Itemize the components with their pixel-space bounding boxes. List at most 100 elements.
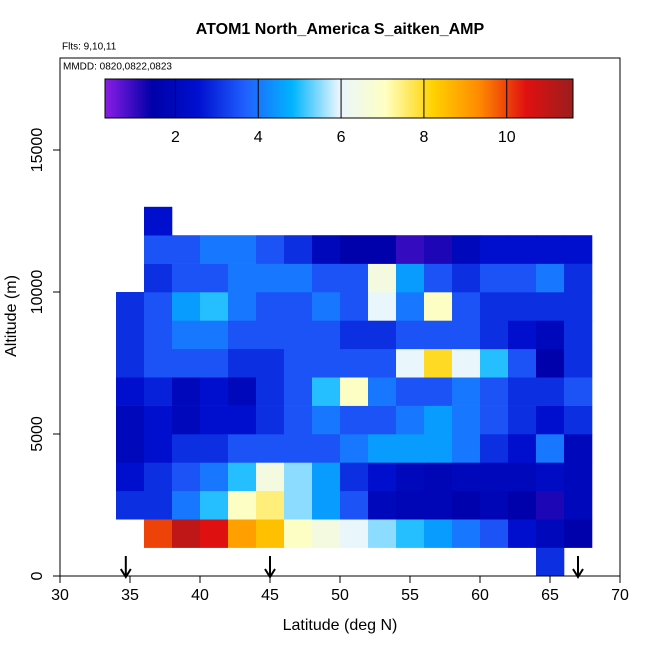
heat-cell — [396, 292, 425, 321]
heat-cell — [480, 377, 509, 406]
x-tick-label: 35 — [121, 587, 139, 604]
arrow — [572, 556, 584, 579]
heat-cell — [312, 434, 341, 463]
heat-cell — [480, 462, 509, 492]
heat-cell — [424, 519, 453, 548]
heat-cell — [508, 263, 537, 293]
colorbar-tick-label: 4 — [254, 129, 263, 146]
heat-cell — [312, 377, 341, 406]
heat-cell — [396, 519, 425, 548]
heat-cell — [172, 263, 201, 293]
x-axis-label: Latitude (deg N) — [283, 617, 398, 634]
heat-cell — [396, 490, 425, 520]
heat-cell — [564, 405, 593, 435]
heat-cell — [312, 263, 341, 293]
x-tick-label: 60 — [471, 587, 489, 604]
heat-cell — [368, 292, 397, 321]
heat-cell — [424, 348, 453, 378]
heat-cell — [312, 320, 341, 350]
heat-cell — [284, 462, 313, 492]
heat-cell — [284, 377, 313, 406]
heat-cell — [228, 263, 257, 293]
heat-cell — [340, 377, 369, 406]
heat-cell — [256, 434, 285, 463]
heat-cell — [396, 320, 425, 350]
heat-cell — [396, 462, 425, 492]
heat-cell — [536, 320, 565, 350]
arrow — [119, 556, 132, 579]
heat-cell — [452, 462, 481, 492]
arrow — [264, 556, 276, 579]
x-tick-label: 55 — [401, 587, 419, 604]
heat-cell — [480, 490, 509, 520]
heat-cell — [172, 348, 201, 378]
colorbar-tick-label: 2 — [171, 129, 180, 146]
heat-cell — [452, 292, 481, 321]
heat-cell — [508, 519, 537, 548]
heat-cell — [144, 490, 173, 520]
heat-cell — [284, 405, 313, 435]
y-tick-label: 0 — [29, 571, 46, 580]
heat-cell — [508, 462, 537, 492]
heat-cell — [200, 519, 229, 548]
heat-cell — [424, 292, 453, 321]
heat-cell — [312, 235, 341, 264]
heat-cell — [452, 348, 481, 378]
y-tick-label: 10000 — [29, 270, 46, 315]
heat-cell — [480, 235, 509, 264]
heat-cell — [256, 405, 285, 435]
heat-cell — [508, 235, 537, 264]
colorbar-tick-label: 8 — [419, 129, 428, 146]
heat-cell — [536, 434, 565, 463]
heat-cell — [368, 263, 397, 293]
heat-cell — [452, 320, 481, 350]
heat-cell — [284, 263, 313, 293]
heat-cell — [536, 377, 565, 406]
heat-cell — [144, 519, 173, 548]
heat-cell — [256, 320, 285, 350]
heat-cell — [228, 405, 257, 435]
colorbar-tick-label: 10 — [498, 129, 516, 146]
heat-cell — [312, 519, 341, 548]
heat-cell — [116, 405, 145, 435]
heat-cell — [340, 434, 369, 463]
heat-cell — [564, 348, 593, 378]
heat-cell — [172, 490, 201, 520]
heat-cell — [228, 490, 257, 520]
heat-cell — [200, 462, 229, 492]
heat-cell — [564, 519, 593, 548]
heat-cell — [228, 519, 257, 548]
heat-cell — [172, 434, 201, 463]
x-tick-label: 50 — [331, 587, 349, 604]
heat-cell — [144, 206, 173, 236]
heat-cell — [340, 490, 369, 520]
heat-cell — [424, 263, 453, 293]
heat-cell — [564, 235, 593, 264]
heat-cell — [424, 405, 453, 435]
heat-cell — [172, 519, 201, 548]
heat-cell — [536, 490, 565, 520]
heat-cell — [144, 292, 173, 321]
heat-cell — [536, 348, 565, 378]
heat-cell — [312, 490, 341, 520]
heat-cell — [144, 348, 173, 378]
heat-cell — [284, 348, 313, 378]
heat-cell — [396, 235, 425, 264]
heat-cell — [172, 377, 201, 406]
colorbar — [104, 78, 574, 119]
heat-cell — [228, 462, 257, 492]
heat-cell — [368, 490, 397, 520]
heat-cell — [536, 405, 565, 435]
x-tick-label: 40 — [191, 587, 209, 604]
heat-cell — [424, 235, 453, 264]
heat-cell — [396, 434, 425, 463]
heat-cell — [256, 377, 285, 406]
heat-cell — [256, 462, 285, 492]
heat-cell — [508, 348, 537, 378]
heat-cell — [172, 462, 201, 492]
heat-cell — [200, 348, 229, 378]
heat-cell — [172, 235, 201, 264]
heat-cell — [200, 292, 229, 321]
colorbar-tick-label: 6 — [337, 129, 346, 146]
